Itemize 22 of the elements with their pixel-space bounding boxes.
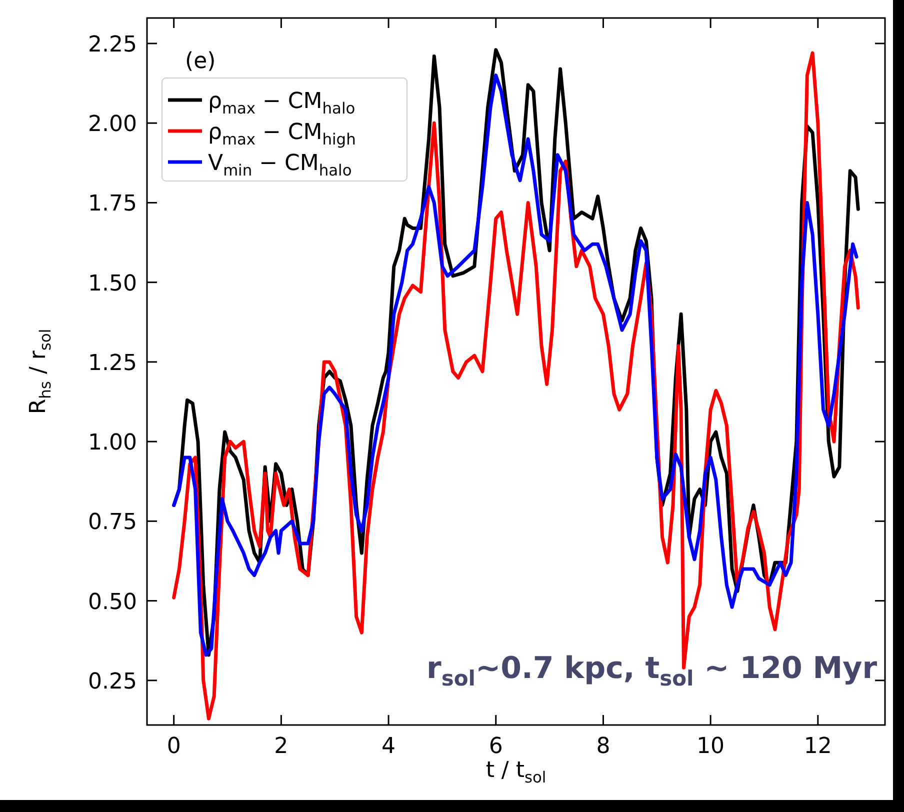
x-tick-label: 2 <box>274 734 288 759</box>
x-tick-label: 6 <box>488 734 503 759</box>
x-tick-label: 12 <box>804 734 832 759</box>
y-tick-label: 1.50 <box>88 271 137 296</box>
x-tick-label: 0 <box>166 734 181 759</box>
x-tick-label: 4 <box>382 734 396 759</box>
y-tick-label: 1.25 <box>88 350 137 376</box>
legend-label: ρ$_{max}$ − CM$_{halo}$ <box>208 89 356 118</box>
y-tick-label: 1.00 <box>88 430 137 456</box>
legend-label: V$_{min}$ − CM$_{halo}$ <box>208 151 352 180</box>
legend-label: ρ$_{max}$ − CM$_{high}$ <box>208 120 356 148</box>
y-tick-label: 1.75 <box>88 192 137 217</box>
x-tick-label: 8 <box>596 734 610 759</box>
y-tick-label: 0.75 <box>88 510 137 536</box>
x-axis-title: t / t$_{sol}$ <box>486 758 546 786</box>
annotation: r$_{sol}$~0.7 kpc, t$_{sol}$ ~ 120 Myr <box>426 651 878 690</box>
y-tick-label: 2.25 <box>88 32 137 58</box>
x-tick-label: 10 <box>696 734 725 759</box>
y-tick-label: 0.50 <box>88 590 137 615</box>
annotation: (e) <box>185 49 216 74</box>
y-tick-label: 2.00 <box>88 112 137 138</box>
y-tick-label: 0.25 <box>88 669 137 694</box>
